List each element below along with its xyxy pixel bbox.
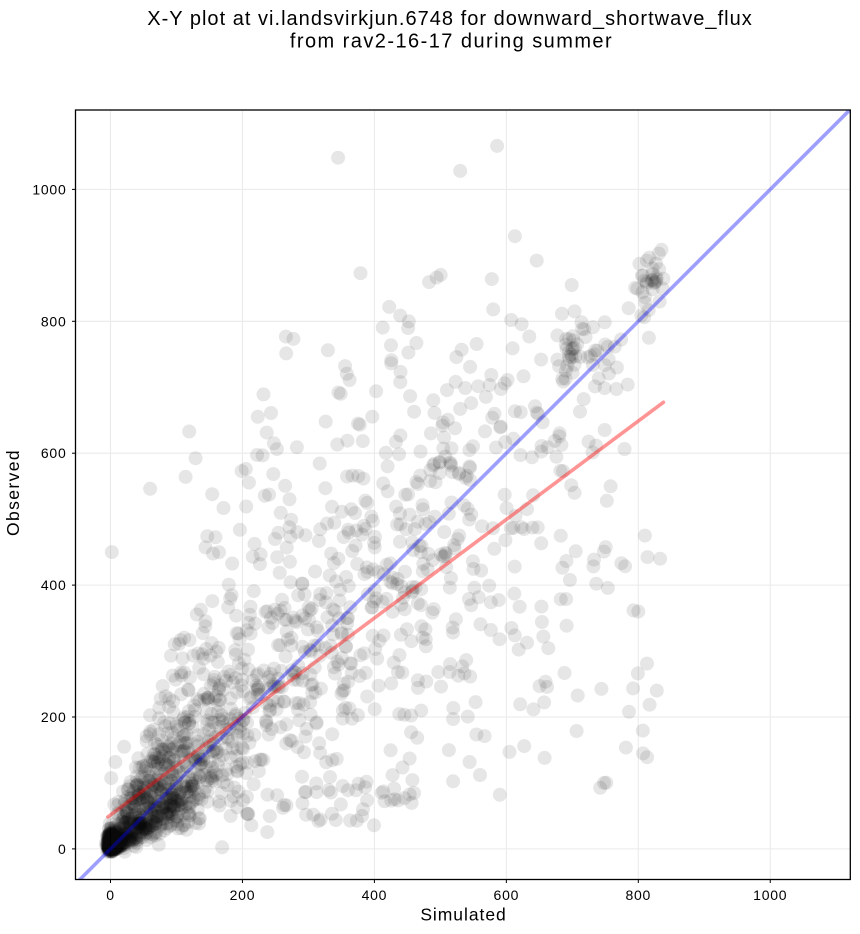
- svg-text:X-Y plot at vi.landsvirkjun.67: X-Y plot at vi.landsvirkjun.6748 for dow…: [147, 8, 753, 30]
- svg-text:400: 400: [362, 887, 388, 903]
- svg-text:800: 800: [41, 313, 67, 329]
- svg-text:800: 800: [625, 887, 651, 903]
- svg-text:600: 600: [41, 445, 67, 461]
- svg-text:400: 400: [41, 577, 67, 593]
- svg-text:Simulated: Simulated: [420, 905, 506, 925]
- svg-text:0: 0: [58, 841, 67, 857]
- svg-text:1000: 1000: [32, 181, 66, 197]
- svg-text:from rav2-16-17 during summer: from rav2-16-17 during summer: [290, 30, 613, 52]
- svg-text:1000: 1000: [753, 887, 787, 903]
- svg-text:0: 0: [106, 887, 115, 903]
- svg-text:200: 200: [41, 709, 67, 725]
- svg-text:600: 600: [494, 887, 520, 903]
- svg-text:Observed: Observed: [3, 449, 23, 536]
- svg-text:200: 200: [230, 887, 256, 903]
